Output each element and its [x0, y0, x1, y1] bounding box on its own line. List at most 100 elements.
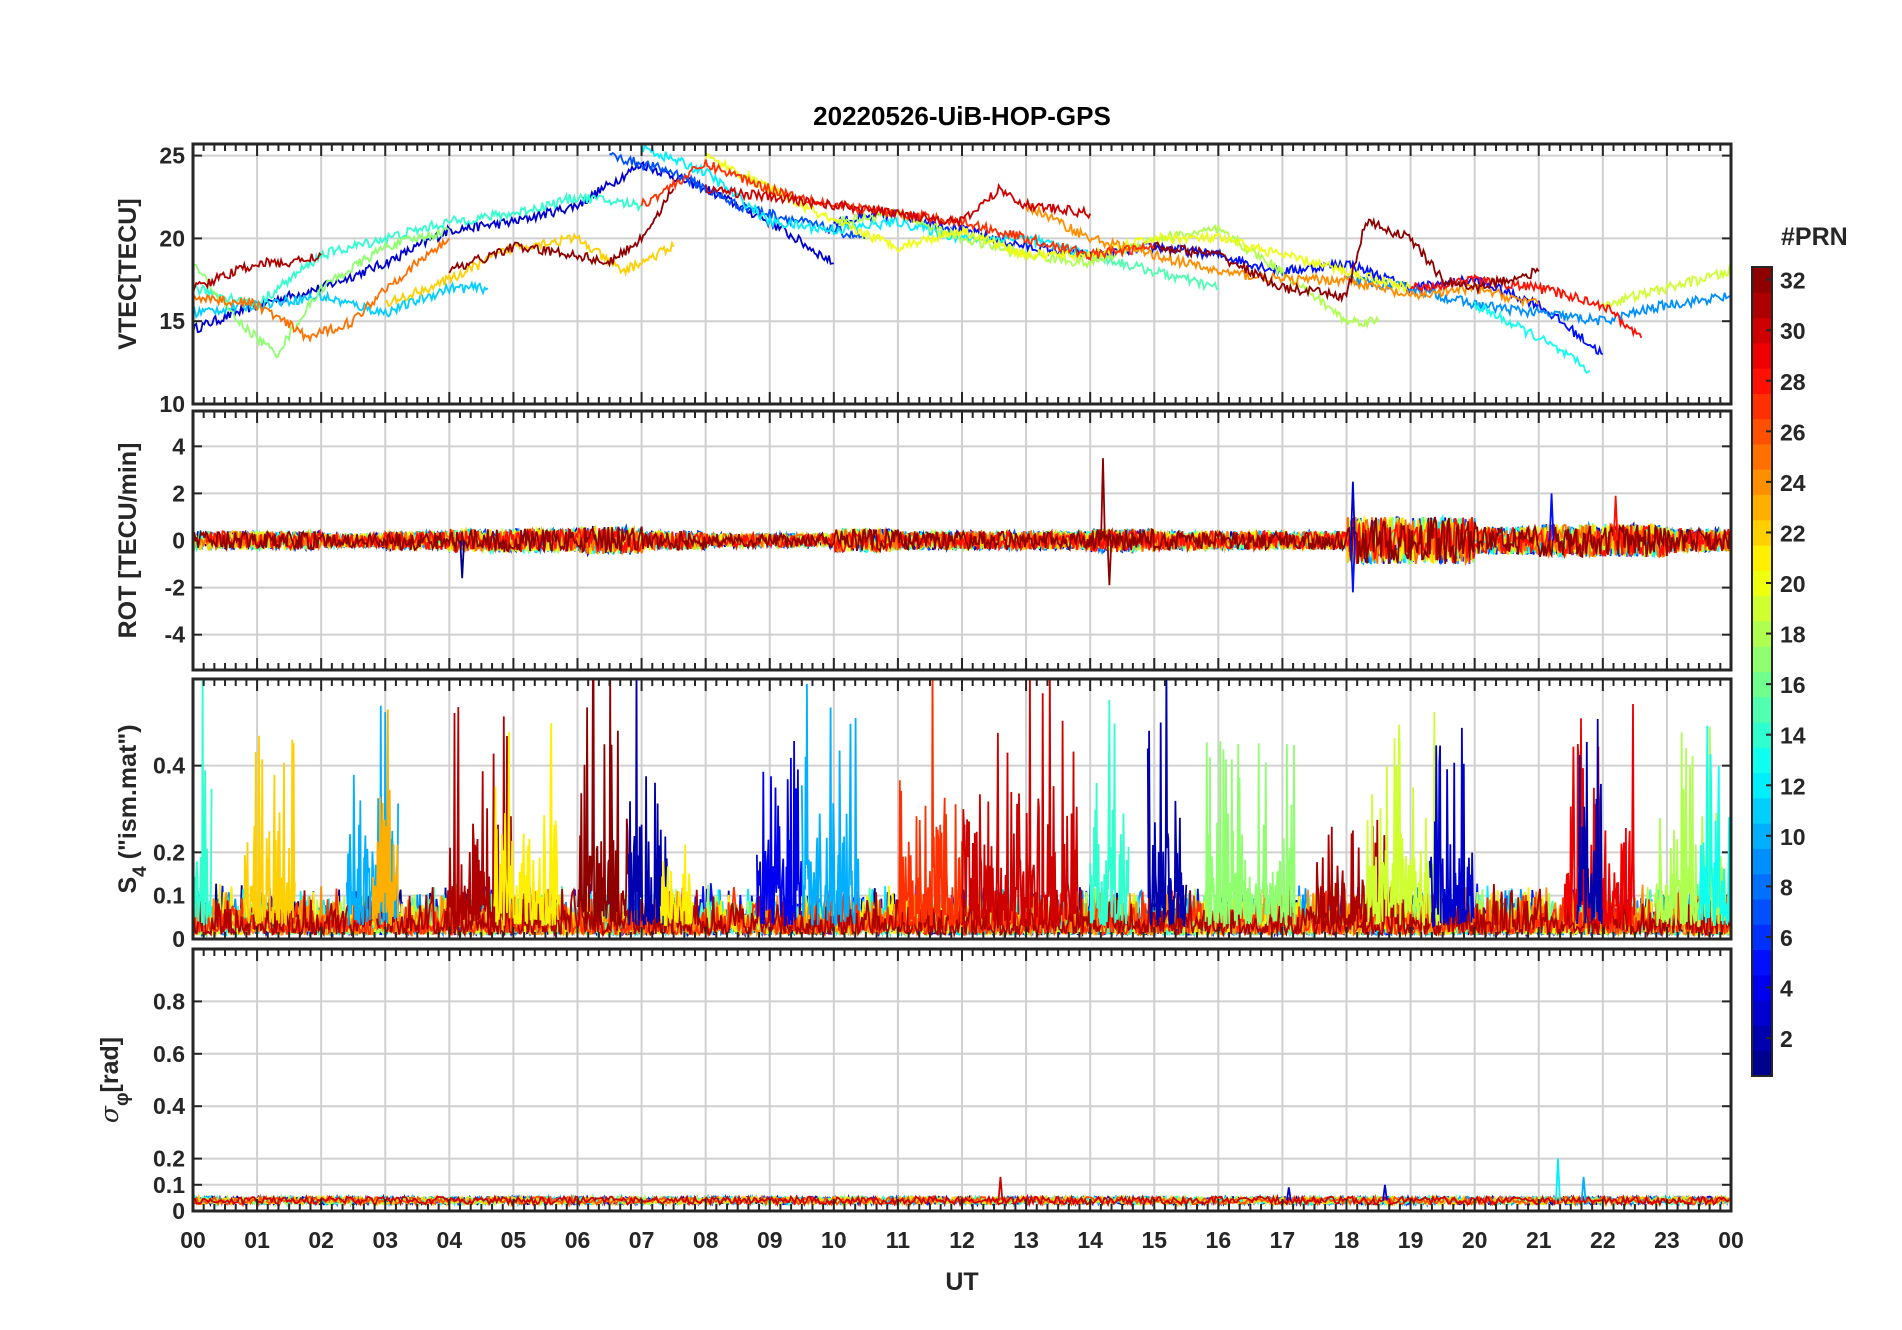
y-label-rest: ("ism.mat") — [114, 724, 142, 866]
y-label-rest: [rad] — [96, 1037, 124, 1093]
vtec-series-prn-31 — [193, 252, 322, 293]
x-tick-labels: 00 01 02 03 04 05 06 07 08 09 10 11 12 13 14 15 16 17 18 19… — [180, 1227, 1744, 1253]
colorbar-tick-label: 20 — [1780, 571, 1806, 597]
colorbar-segment — [1752, 595, 1772, 622]
panel-vtec: 10 15 20 25 VTEC[TECU] — [114, 142, 1733, 417]
vtec-series-prn-30 — [704, 182, 1092, 227]
colorbar-segment — [1752, 848, 1772, 875]
sigma-spike — [1555, 1158, 1561, 1201]
colorbar-segment — [1752, 1025, 1772, 1052]
rot-spike — [1350, 481, 1356, 541]
vtec-series-prn-15 — [1089, 251, 1219, 292]
colorbar-segment — [1752, 1000, 1772, 1026]
colorbar-segment — [1752, 873, 1772, 900]
vtec-series-prn-13 — [1473, 301, 1591, 375]
y-axis-label: ROT [TECU/min] — [114, 443, 142, 639]
colorbar-segment — [1752, 899, 1772, 925]
s4-burst-prn-23 — [371, 709, 399, 926]
vtec-series-prn-22 — [384, 232, 675, 308]
colorbar-segment — [1752, 797, 1772, 824]
vtec-series-prn-24 — [1025, 203, 1540, 309]
y-tick-label: 0.1 — [153, 1172, 185, 1198]
s4-burst-prn-2 — [627, 679, 669, 926]
vtec-series-prn-7 — [609, 151, 867, 240]
s4-burst-prn-22 — [243, 735, 296, 926]
y-tick-label: 10 — [159, 391, 185, 417]
s4-burst-prn-17 — [1204, 741, 1296, 929]
panel-rot: -4 -2 0 2 4 ROT [TECU/min] — [114, 409, 1733, 672]
y-axis-label: VTEC[TECU] — [114, 198, 142, 349]
chart-title: 20220526-UiB-HOP-GPS — [813, 101, 1111, 131]
y-tick-label: 20 — [159, 225, 185, 251]
panels: 10 15 20 25 VTEC[TECU] -4 -2 0 2 4 ROT [TECU/min] 0… — [95, 142, 1733, 1224]
x-tick-label: 11 — [886, 1227, 911, 1253]
data-lines — [193, 144, 1731, 375]
y-axis-label: σφ[rad] — [95, 1037, 133, 1123]
y-tick-label: 4 — [172, 433, 185, 459]
colorbar-segment — [1752, 267, 1772, 293]
colorbar-tick-label: 6 — [1780, 925, 1793, 951]
x-tick-label: 08 — [693, 1227, 719, 1253]
y-tick-label: 0.8 — [153, 988, 185, 1014]
colorbar-segment — [1752, 722, 1772, 748]
s4-burst-prn-3 — [1428, 727, 1475, 929]
x-tick-label: 16 — [1206, 1227, 1232, 1253]
colorbar-segment — [1752, 1050, 1772, 1077]
x-tick-label: 00 — [180, 1227, 206, 1253]
colorbar-tick-label: 8 — [1780, 874, 1793, 900]
x-tick-label: 20 — [1462, 1227, 1488, 1253]
colorbar-title: #PRN — [1781, 223, 1848, 251]
panel-s4: 00.10.20.4S4 ("ism.mat") — [114, 677, 1733, 952]
y-tick-label: 0.1 — [153, 883, 185, 909]
s4-burst-prn-21 — [659, 844, 694, 927]
s4-burst-prn-19 — [1364, 712, 1443, 926]
rot-spike — [1350, 540, 1356, 593]
y-tick-label: 0.4 — [153, 1093, 185, 1119]
y-tick-label: 15 — [159, 308, 185, 334]
y-tick-label: 2 — [172, 480, 185, 506]
x-tick-label: 23 — [1654, 1227, 1680, 1253]
colorbar-segment — [1752, 772, 1772, 799]
x-tick-label: 19 — [1398, 1227, 1424, 1253]
colorbar-tick-label: 30 — [1780, 318, 1806, 344]
colorbar-segment — [1752, 924, 1772, 951]
colorbar-segment — [1752, 696, 1772, 723]
x-tick-label: 03 — [372, 1227, 398, 1253]
vtec-series-prn-17 — [193, 226, 450, 359]
colorbar-tick-label: 12 — [1780, 773, 1806, 799]
vtec-series-prn-32 — [1153, 217, 1540, 304]
x-axis-label: UT — [945, 1268, 978, 1296]
colorbar-segment — [1752, 519, 1772, 546]
sigma-spike — [997, 1176, 1004, 1201]
x-tick-label: 00 — [1718, 1227, 1744, 1253]
y-tick-label: 0.2 — [153, 1146, 185, 1172]
x-tick-label: 22 — [1590, 1227, 1616, 1253]
y-label-sub: φ — [112, 1092, 133, 1106]
y-tick-label: 25 — [159, 143, 185, 169]
colorbar-segment — [1752, 342, 1772, 369]
colorbar-tick-label: 14 — [1780, 723, 1806, 749]
colorbar-segment — [1752, 494, 1772, 521]
s4-burst-prn-32 — [576, 679, 629, 926]
s4-burst-prn-31 — [448, 707, 515, 929]
colorbar-segment — [1752, 469, 1772, 496]
colorbar-tick-label: 10 — [1780, 824, 1806, 850]
colorbar-segment — [1752, 368, 1772, 394]
x-tick-label: 06 — [565, 1227, 591, 1253]
y-label-main: σ — [95, 1105, 124, 1123]
s4-burst-prn-31 — [1313, 819, 1398, 927]
s4-burst-prn-29 — [1563, 703, 1636, 927]
colorbar-tick-label: 4 — [1780, 976, 1793, 1002]
rot-spike — [1548, 493, 1555, 541]
y-tick-label: 0.6 — [153, 1041, 185, 1067]
y-tick-label: 0 — [172, 528, 185, 554]
colorbar-segment — [1752, 418, 1772, 445]
data-lines — [193, 458, 1731, 593]
y-tick-label: 0 — [172, 1198, 185, 1224]
colorbar-segment — [1752, 545, 1772, 571]
x-tick-label: 21 — [1526, 1227, 1552, 1253]
x-tick-label: 01 — [244, 1227, 270, 1253]
s4-burst-prn-2 — [1146, 679, 1188, 928]
